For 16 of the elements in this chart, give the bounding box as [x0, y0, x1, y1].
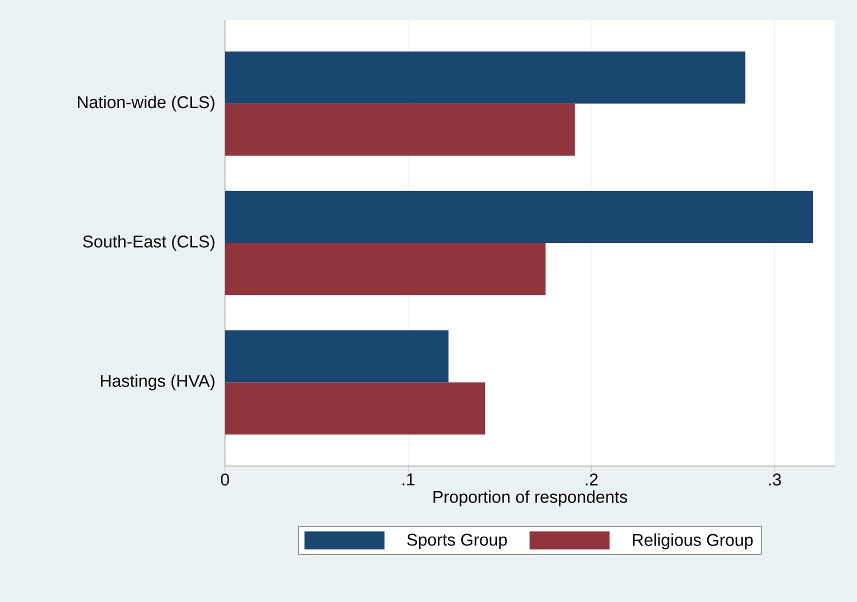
bar — [225, 190, 814, 243]
x-axis-title: Proportion of respondents — [434, 490, 628, 506]
bar — [225, 52, 746, 104]
x-tick-label: .2 — [586, 474, 598, 486]
y-tick-label: Hastings (HVA) — [100, 374, 214, 390]
x-tick-label: 0 — [220, 474, 230, 486]
y-tick-label: Nation-wide (CLS) — [78, 96, 214, 112]
bar — [225, 330, 448, 382]
legend-label: Religious Group — [632, 533, 753, 550]
y-tick-label: South-East (CLS) — [83, 235, 214, 251]
x-tick-label: .1 — [402, 474, 414, 486]
bar — [225, 382, 486, 434]
legend-label: Sports Group — [407, 534, 507, 550]
bar — [225, 242, 546, 296]
bar — [225, 104, 575, 156]
x-tick-label: .3 — [769, 474, 781, 486]
